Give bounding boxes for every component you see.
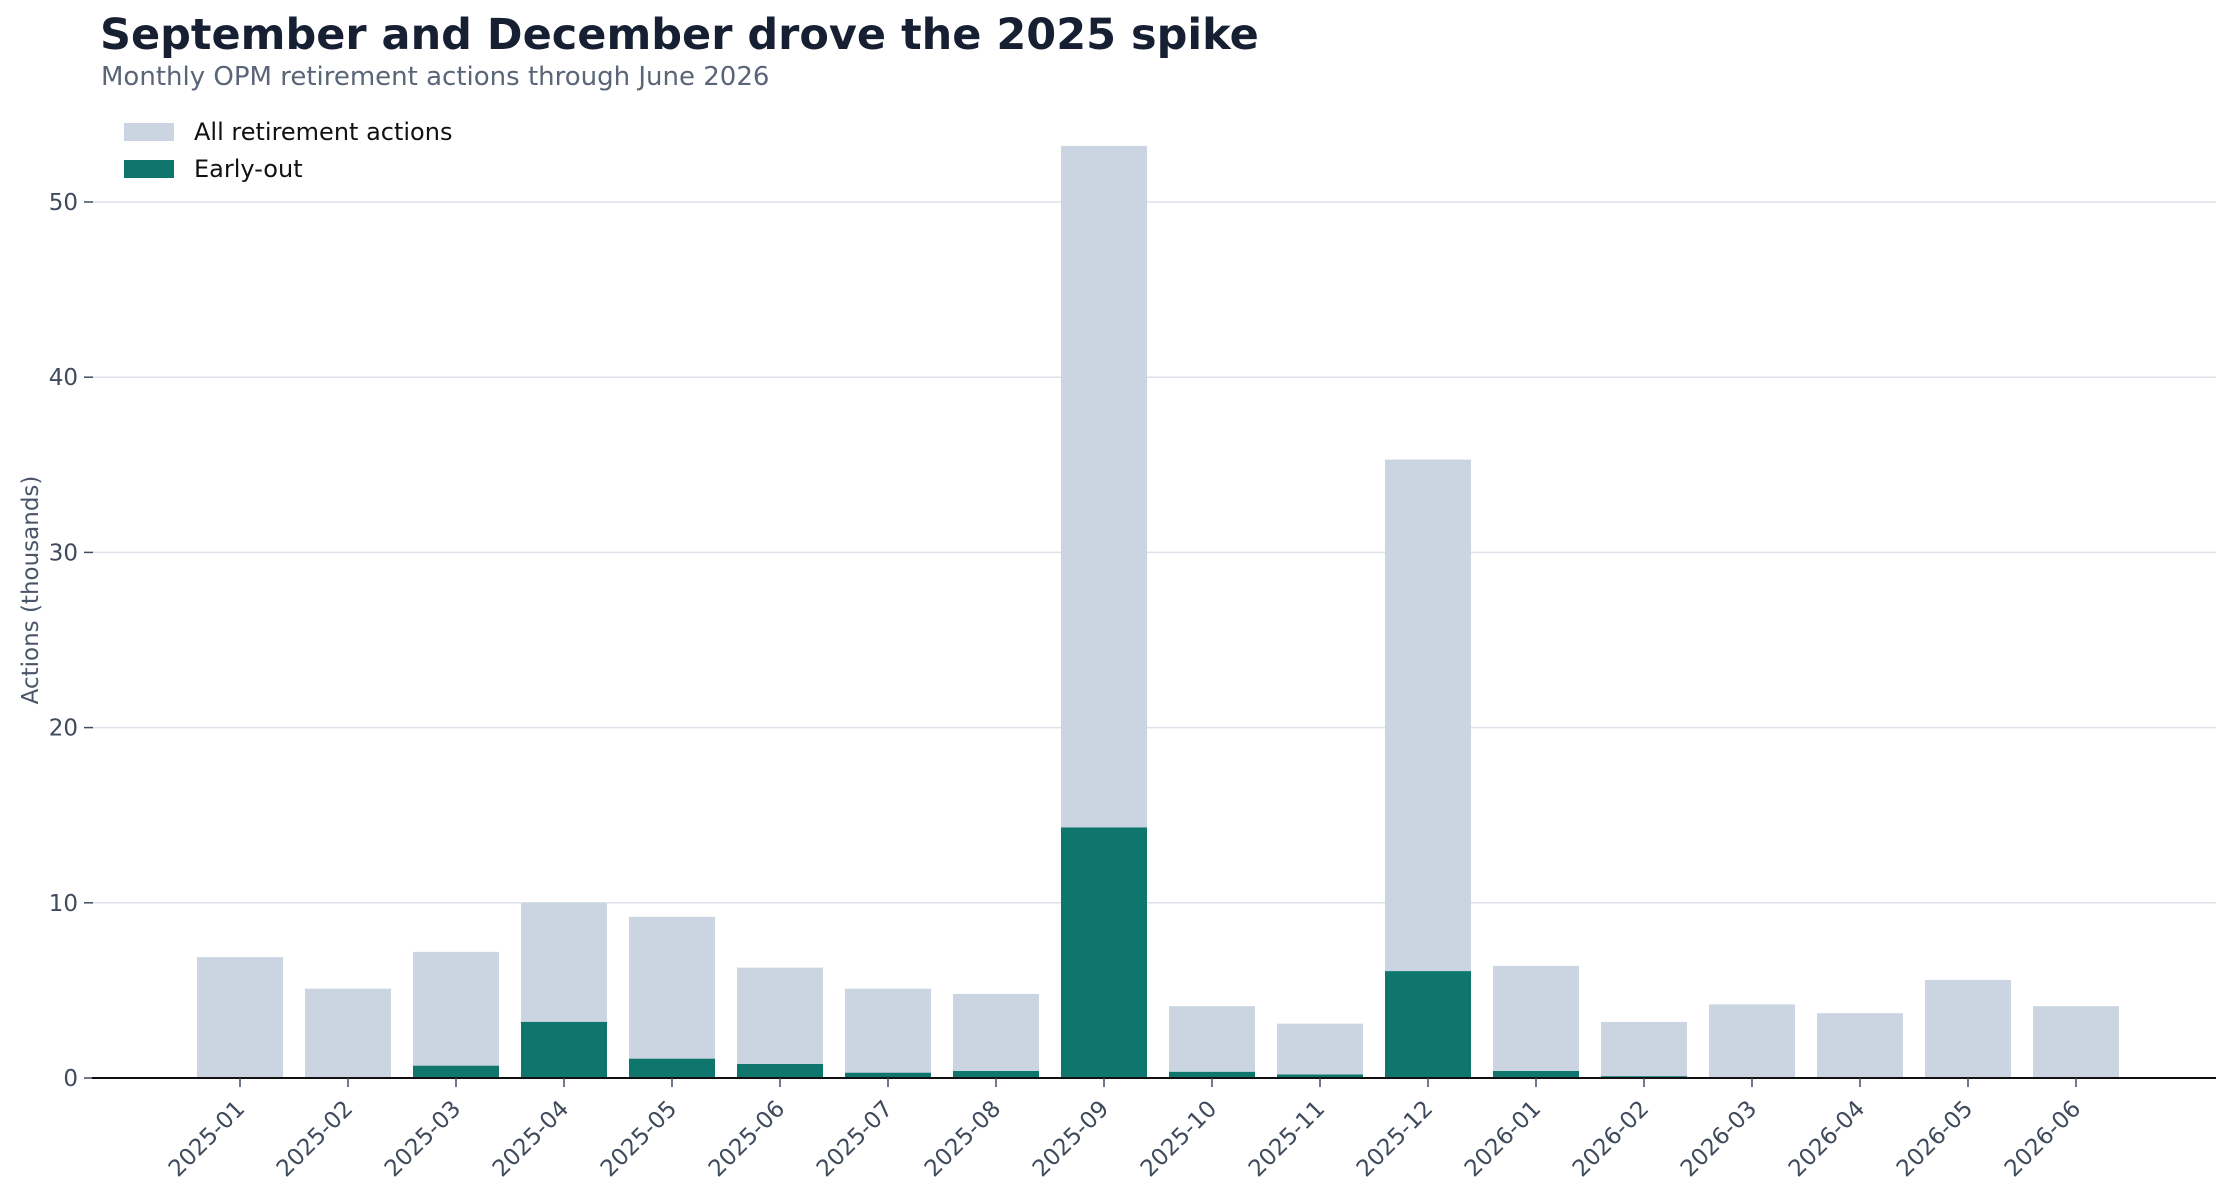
legend-swatch-early-out xyxy=(124,160,174,178)
bar-all-2025-08 xyxy=(953,993,1039,1078)
x-tick-label-2025-06: 2025-06 xyxy=(704,1096,790,1182)
x-tick-label-2025-08: 2025-08 xyxy=(920,1096,1006,1182)
x-tick-label-2025-12: 2025-12 xyxy=(1352,1096,1438,1182)
legend-swatch-all xyxy=(124,123,174,141)
y-tick-label-30: 30 xyxy=(49,540,78,566)
bar-all-2025-01 xyxy=(197,957,283,1078)
bar-all-2026-04 xyxy=(1817,1013,1903,1078)
x-tick-label-2025-11: 2025-11 xyxy=(1244,1096,1330,1182)
y-tick-label-20: 20 xyxy=(49,716,78,742)
x-tick-label-2026-02: 2026-02 xyxy=(1568,1096,1654,1182)
y-tick-label-50: 50 xyxy=(49,190,78,216)
bar-early-out-2025-09 xyxy=(1061,827,1147,1078)
x-tick-label-2026-06: 2026-06 xyxy=(2000,1096,2086,1182)
bar-all-2025-06 xyxy=(737,967,823,1078)
bar-early-out-2025-08 xyxy=(953,1070,1039,1078)
bar-early-out-2025-03 xyxy=(413,1065,499,1078)
bar-all-2025-11 xyxy=(1277,1023,1363,1078)
x-tick-label-2025-05: 2025-05 xyxy=(596,1096,682,1182)
x-tick-label-2025-09: 2025-09 xyxy=(1028,1096,1114,1182)
bar-all-2025-03 xyxy=(413,951,499,1078)
bar-early-out-2025-10 xyxy=(1169,1071,1255,1078)
bar-early-out-2026-01 xyxy=(1493,1070,1579,1078)
legend-label-all: All retirement actions xyxy=(194,118,452,146)
x-tick-label-2026-03: 2026-03 xyxy=(1676,1096,1762,1182)
bar-all-2026-06 xyxy=(2033,1006,2119,1078)
bar-all-2026-05 xyxy=(1925,979,2011,1078)
bar-all-2026-02 xyxy=(1601,1021,1687,1078)
bar-early-out-2025-05 xyxy=(629,1058,715,1078)
y-tick-label-10: 10 xyxy=(49,891,78,917)
x-tick-label-2026-01: 2026-01 xyxy=(1460,1096,1546,1182)
chart-title: September and December drove the 2025 sp… xyxy=(100,10,1259,60)
legend-label-early-out: Early-out xyxy=(194,155,303,183)
bar-early-out-2025-04 xyxy=(521,1021,607,1078)
y-tick-label-40: 40 xyxy=(49,365,78,391)
bar-all-2025-02 xyxy=(305,988,391,1078)
x-tick-label-2026-05: 2026-05 xyxy=(1892,1096,1978,1182)
chart-subtitle: Monthly OPM retirement actions through J… xyxy=(101,62,770,92)
x-tick-label-2025-10: 2025-10 xyxy=(1136,1096,1222,1182)
bar-early-out-2025-07 xyxy=(845,1072,931,1078)
x-tick-label-2025-02: 2025-02 xyxy=(272,1096,358,1182)
x-tick-label-2025-04: 2025-04 xyxy=(488,1096,574,1182)
bar-early-out-2025-12 xyxy=(1385,971,1471,1078)
bar-all-2025-07 xyxy=(845,988,931,1078)
y-tick-label-0: 0 xyxy=(63,1066,78,1092)
bar-all-2025-05 xyxy=(629,916,715,1078)
x-tick-label-2025-01: 2025-01 xyxy=(164,1096,250,1182)
x-tick-label-2026-04: 2026-04 xyxy=(1784,1096,1870,1182)
bar-all-2025-10 xyxy=(1169,1006,1255,1078)
x-tick-label-2025-07: 2025-07 xyxy=(812,1096,898,1182)
x-tick-label-2025-03: 2025-03 xyxy=(380,1096,466,1182)
bar-early-out-2025-11 xyxy=(1277,1074,1363,1078)
bar-early-out-2025-06 xyxy=(737,1063,823,1078)
bar-all-2026-01 xyxy=(1493,965,1579,1078)
bar-all-2026-03 xyxy=(1709,1004,1795,1078)
y-axis-label: Actions (thousands) xyxy=(18,476,44,705)
